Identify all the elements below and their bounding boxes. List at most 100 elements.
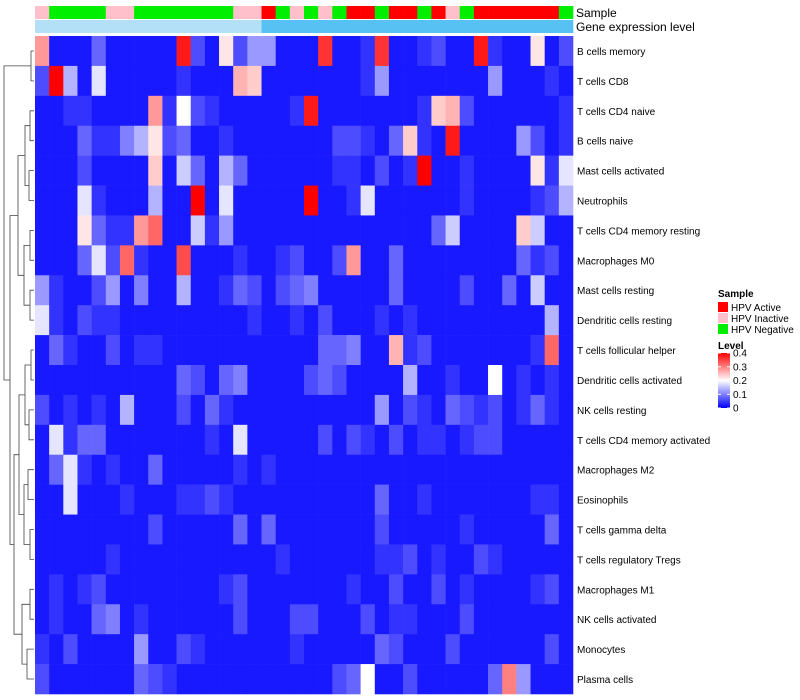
- heatmap-cell: [148, 36, 163, 67]
- heatmap-cell: [105, 215, 121, 246]
- expression-annotation-cell: [105, 20, 121, 33]
- heatmap-cell: [77, 215, 92, 246]
- sample-annotation-cell: [403, 6, 418, 19]
- heatmap-cell: [459, 185, 475, 216]
- heatmap-cell: [261, 424, 276, 456]
- heatmap-cell: [289, 36, 305, 67]
- heatmap-cell: [318, 664, 333, 695]
- heatmap-cell: [119, 65, 135, 97]
- heatmap-cell: [204, 305, 220, 336]
- heatmap-cell: [176, 394, 192, 426]
- heatmap-cell: [204, 125, 220, 156]
- heatmap-cell: [332, 275, 347, 306]
- heatmap-cell: [49, 454, 64, 485]
- heatmap-cell: [502, 394, 517, 426]
- heatmap-cell: [445, 604, 461, 635]
- heatmap-cell: [516, 36, 531, 67]
- expression-annotation-cell: [403, 20, 418, 33]
- heatmap-cell: [516, 394, 531, 426]
- heatmap-cell: [332, 634, 347, 665]
- heatmap-cell: [473, 664, 489, 695]
- heatmap-cell: [360, 634, 376, 665]
- sample-annotation-cell: [233, 6, 248, 19]
- heatmap-cell: [105, 544, 121, 575]
- dendrogram-branch: [29, 110, 34, 142]
- heatmap-cell: [219, 604, 234, 635]
- heatmap-cell: [63, 484, 78, 515]
- heatmap-cell: [77, 634, 92, 665]
- heatmap-cell: [403, 454, 418, 485]
- heatmap-cell: [134, 215, 149, 246]
- heatmap-cell: [318, 424, 333, 456]
- heatmap-cell: [304, 65, 319, 97]
- heatmap-cell: [318, 275, 333, 306]
- expression-annotation-cell: [49, 20, 64, 33]
- expression-annotation-cell: [346, 20, 361, 33]
- heatmap-cell: [360, 394, 376, 426]
- heatmap-cell: [190, 125, 206, 156]
- heatmap-cell: [275, 245, 291, 276]
- heatmap-cell: [91, 36, 107, 67]
- heatmap-cell: [162, 454, 177, 485]
- heatmap-cell: [502, 185, 517, 216]
- heatmap-cell: [374, 365, 390, 396]
- heatmap-cell: [388, 215, 404, 246]
- heatmap-cell: [77, 574, 92, 605]
- heatmap-cell: [233, 514, 248, 545]
- heatmap-cell: [261, 544, 276, 575]
- sample-annotation-cell: [558, 6, 574, 19]
- heatmap-cell: [530, 634, 545, 665]
- expression-annotation-cell: [445, 20, 461, 33]
- row-label: NK cells resting: [577, 406, 646, 417]
- heatmap-cell: [233, 664, 248, 695]
- dendrogram-branch: [30, 349, 34, 381]
- heatmap-cell: [49, 215, 64, 246]
- heatmap-cell: [63, 634, 78, 665]
- heatmap-cell: [488, 544, 503, 575]
- heatmap-cell: [119, 604, 135, 635]
- heatmap-cell: [417, 275, 432, 306]
- heatmap-cell: [233, 245, 248, 276]
- heatmap-cell: [318, 245, 333, 276]
- heatmap-cell: [502, 664, 517, 695]
- heatmap-cell: [544, 424, 560, 456]
- heatmap-cell: [360, 125, 376, 156]
- heatmap-cell: [558, 484, 574, 515]
- heatmap-cell: [219, 394, 234, 426]
- expression-annotation-cell: [544, 20, 560, 33]
- heatmap-cell: [275, 454, 291, 485]
- heatmap-cell: [91, 664, 107, 695]
- heatmap-cell: [63, 95, 78, 127]
- heatmap-cell: [219, 95, 234, 127]
- heatmap-cell: [190, 604, 206, 635]
- heatmap-cell: [119, 155, 135, 186]
- heatmap-cell: [530, 574, 545, 605]
- heatmap-cell: [233, 215, 248, 246]
- heatmap-cell: [105, 664, 121, 695]
- heatmap-cell: [346, 155, 361, 186]
- heatmap-cell: [190, 514, 206, 545]
- heatmap-cell: [49, 664, 64, 695]
- heatmap-cell: [91, 365, 107, 396]
- heatmap-cell: [77, 514, 92, 545]
- heatmap-cell: [105, 424, 121, 456]
- heatmap-cell: [516, 125, 531, 156]
- heatmap-cell: [530, 125, 545, 156]
- heatmap-cell: [558, 574, 574, 605]
- heatmap-cell: [204, 544, 220, 575]
- heatmap-cell: [346, 604, 361, 635]
- heatmap-cell: [332, 454, 347, 485]
- heatmap-cell: [403, 664, 418, 695]
- heatmap-cell: [403, 95, 418, 127]
- heatmap-cell: [63, 305, 78, 336]
- heatmap-cell: [346, 664, 361, 695]
- legend-swatch: [718, 302, 728, 312]
- heatmap-cell: [388, 484, 404, 515]
- dendrogram-branch: [29, 529, 34, 560]
- heatmap-cell: [417, 454, 432, 485]
- heatmap-cell: [119, 424, 135, 456]
- heatmap-cell: [190, 155, 206, 186]
- heatmap-cell: [35, 335, 50, 366]
